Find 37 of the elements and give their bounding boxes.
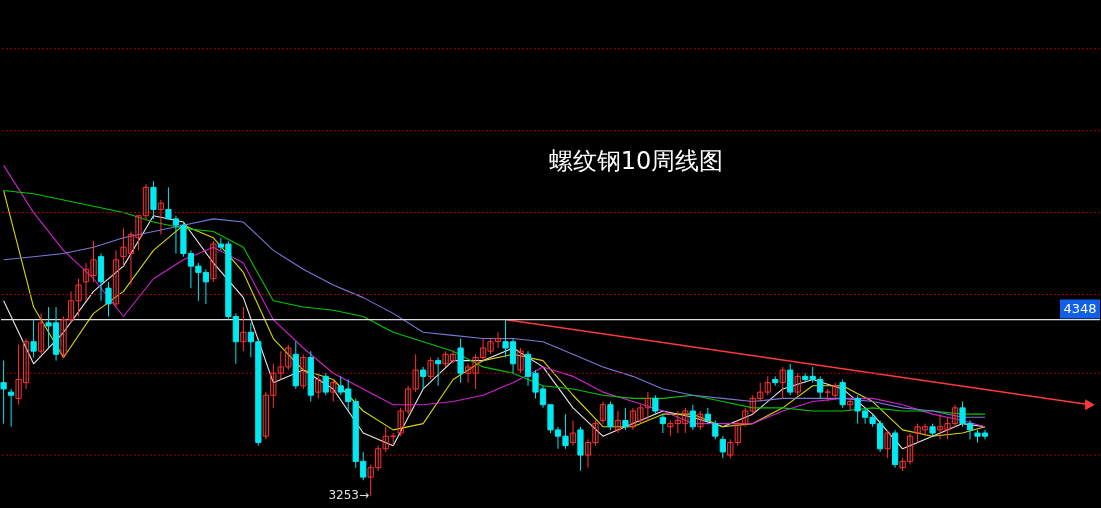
candlestick bbox=[210, 240, 217, 283]
candlestick bbox=[719, 435, 726, 459]
candlestick bbox=[697, 410, 704, 431]
candlestick bbox=[427, 356, 434, 380]
candlestick bbox=[884, 429, 891, 459]
candlestick bbox=[652, 394, 659, 415]
candlestick bbox=[105, 281, 112, 318]
candlestick bbox=[517, 347, 524, 374]
candlestick bbox=[322, 372, 329, 396]
candlestick bbox=[607, 401, 614, 431]
candlestick bbox=[435, 356, 442, 387]
candlestick bbox=[157, 199, 165, 236]
candlestick bbox=[779, 366, 786, 399]
candlestick bbox=[300, 353, 307, 390]
candlestick bbox=[112, 249, 120, 308]
candlestick bbox=[7, 388, 15, 428]
candlestick bbox=[689, 404, 696, 431]
candlestick bbox=[787, 363, 794, 396]
candlestick bbox=[569, 419, 577, 447]
candlestick bbox=[30, 319, 37, 358]
candlestick bbox=[712, 419, 719, 440]
candlestick bbox=[420, 366, 427, 390]
candlestick bbox=[599, 401, 607, 425]
candlestick bbox=[37, 312, 45, 355]
annotation: 4348 bbox=[1063, 301, 1097, 316]
candlestick bbox=[659, 413, 666, 434]
candlestick bbox=[240, 306, 247, 352]
chart-title: 螺纹钢10周线图 bbox=[548, 147, 724, 175]
candlestick bbox=[614, 410, 622, 434]
annotation: 3253→ bbox=[328, 488, 369, 502]
candlestick bbox=[794, 372, 801, 396]
candlestick bbox=[839, 379, 846, 409]
candlestick bbox=[622, 407, 629, 431]
candlestick bbox=[330, 379, 337, 403]
candlestick bbox=[315, 375, 322, 399]
candlestick bbox=[0, 360, 7, 425]
candlestick bbox=[150, 180, 157, 220]
